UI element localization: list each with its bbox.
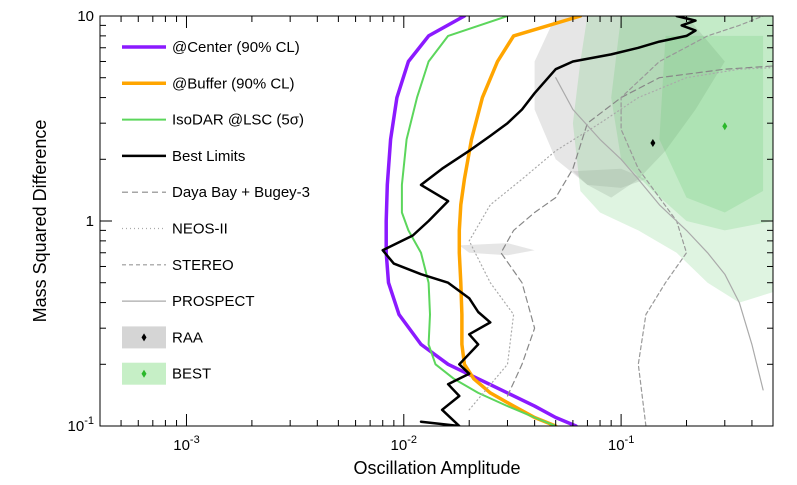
stereo-line <box>620 16 764 426</box>
best-limits-line <box>381 16 697 426</box>
legend-item-stereo: STEREO <box>122 257 234 274</box>
legend-label: PROSPECT <box>172 293 255 310</box>
legend-item-best: BEST <box>122 362 211 385</box>
legend-label: @Center (90% CL) <box>172 39 300 56</box>
neos-ii-line <box>468 67 773 411</box>
prospect-line <box>555 77 764 391</box>
legend-marker <box>141 333 147 342</box>
allowed-regions-layer <box>459 16 773 303</box>
y-tick-label: 10 <box>77 8 94 25</box>
raa-region-2 <box>572 168 646 188</box>
best-region-3 <box>659 35 764 213</box>
legend-marker <box>141 369 147 378</box>
x-tick-label: 10-2 <box>391 434 417 454</box>
y-tick-label: 1 <box>86 213 94 230</box>
axes: 10-3 10-2 10-1 10-1 1 10 <box>68 8 774 454</box>
legend-label: Daya Bay + Bugey-3 <box>172 184 310 201</box>
legend-item-buffer-90-cl: @Buffer (90% CL) <box>122 75 295 92</box>
daya-bay-bugey-3-line <box>500 65 773 397</box>
legend-label: IsoDAR @LSC (5σ) <box>172 112 304 129</box>
legend-label: @Buffer (90% CL) <box>172 75 295 92</box>
x-tick-label: 10-3 <box>173 434 199 454</box>
legend-item-center-90-cl: @Center (90% CL) <box>122 39 300 56</box>
x-axis-title: Oscillation Amplitude <box>353 458 520 478</box>
y-tick-label: 10-1 <box>68 415 94 435</box>
legend-item-raa: RAA <box>122 326 203 349</box>
legend-item-best-limits: Best Limits <box>122 148 245 165</box>
legend-label: Best Limits <box>172 148 245 165</box>
legend-item-isodar-lsc-5: IsoDAR @LSC (5σ) <box>122 112 304 129</box>
legend-label: RAA <box>172 329 203 346</box>
x-tick-label: 10-1 <box>608 434 634 454</box>
legend-item-prospect: PROSPECT <box>122 293 255 310</box>
raa-best-fit-marker <box>650 139 656 148</box>
y-axis-title: Mass Squared Difference <box>30 120 50 323</box>
legend-label: NEOS-II <box>172 221 228 238</box>
raa-region-3 <box>459 243 535 256</box>
series-layer <box>381 16 773 426</box>
legend-label: BEST <box>172 366 211 383</box>
buffer-90-cl-line <box>457 16 583 426</box>
isodar-lsc-5-line <box>400 16 557 426</box>
raa-region-1 <box>534 16 725 198</box>
best-region-1 <box>572 16 773 303</box>
legend: @Center (90% CL) @Buffer (90% CL) IsoDAR @… <box>122 39 310 385</box>
legend-item-daya-bay-bugey-3: Daya Bay + Bugey-3 <box>122 184 310 201</box>
legend-item-neos-ii: NEOS-II <box>122 221 228 238</box>
legend-label: STEREO <box>172 257 234 274</box>
center-90-cl-line <box>384 16 578 426</box>
best-fit-markers-layer <box>650 122 728 148</box>
best-best-fit-marker <box>722 122 728 131</box>
